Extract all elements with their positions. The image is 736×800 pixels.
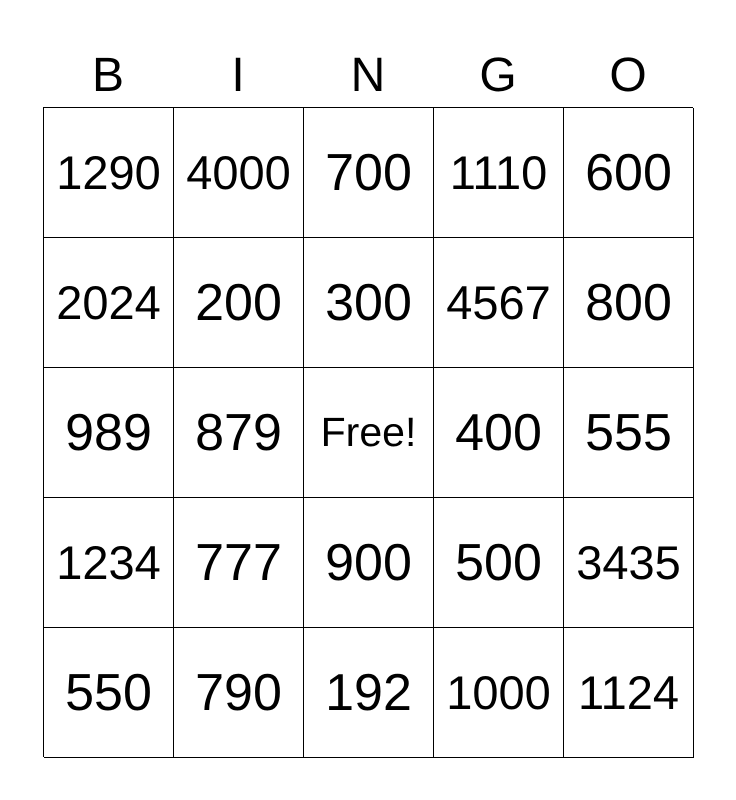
bingo-cell[interactable]: 555 (564, 368, 694, 498)
bingo-cell[interactable]: 4567 (434, 238, 564, 368)
bingo-cell[interactable]: 900 (304, 498, 434, 628)
header-letter-i: I (231, 49, 245, 102)
bingo-cell[interactable]: 4000 (174, 108, 304, 238)
bingo-cell[interactable]: 1124 (564, 628, 694, 758)
bingo-cell[interactable]: 400 (434, 368, 564, 498)
bingo-cell[interactable]: 500 (434, 498, 564, 628)
bingo-cell[interactable]: 790 (174, 628, 304, 758)
bingo-cell[interactable]: 600 (564, 108, 694, 238)
bingo-cell[interactable]: 1234 (44, 498, 174, 628)
header-letter-b: B (91, 49, 124, 102)
bingo-cell[interactable]: 192 (304, 628, 434, 758)
header-letter-n: N (350, 49, 386, 102)
bingo-cell[interactable]: 3435 (564, 498, 694, 628)
bingo-cell[interactable]: 550 (44, 628, 174, 758)
bingo-cell[interactable]: 1290 (44, 108, 174, 238)
bingo-cell[interactable]: 879 (174, 368, 304, 498)
bingo-cell[interactable]: 2024 (44, 238, 174, 368)
bingo-cell[interactable]: 300 (304, 238, 434, 368)
bingo-cell[interactable]: 1110 (434, 108, 564, 238)
free-space-cell[interactable]: Free! (304, 368, 434, 498)
bingo-cell[interactable]: 777 (174, 498, 304, 628)
header-letter-o: O (609, 49, 647, 102)
bingo-cell[interactable]: 700 (304, 108, 434, 238)
bingo-cell[interactable]: 800 (564, 238, 694, 368)
bingo-cell[interactable]: 989 (44, 368, 174, 498)
bingo-cell[interactable]: 200 (174, 238, 304, 368)
bingo-grid: 1290 4000 700 1110 600 2024 200 300 4567 800 989 87… (43, 107, 694, 758)
header-letter-g: G (479, 49, 517, 102)
bingo-cell[interactable]: 1000 (434, 628, 564, 758)
